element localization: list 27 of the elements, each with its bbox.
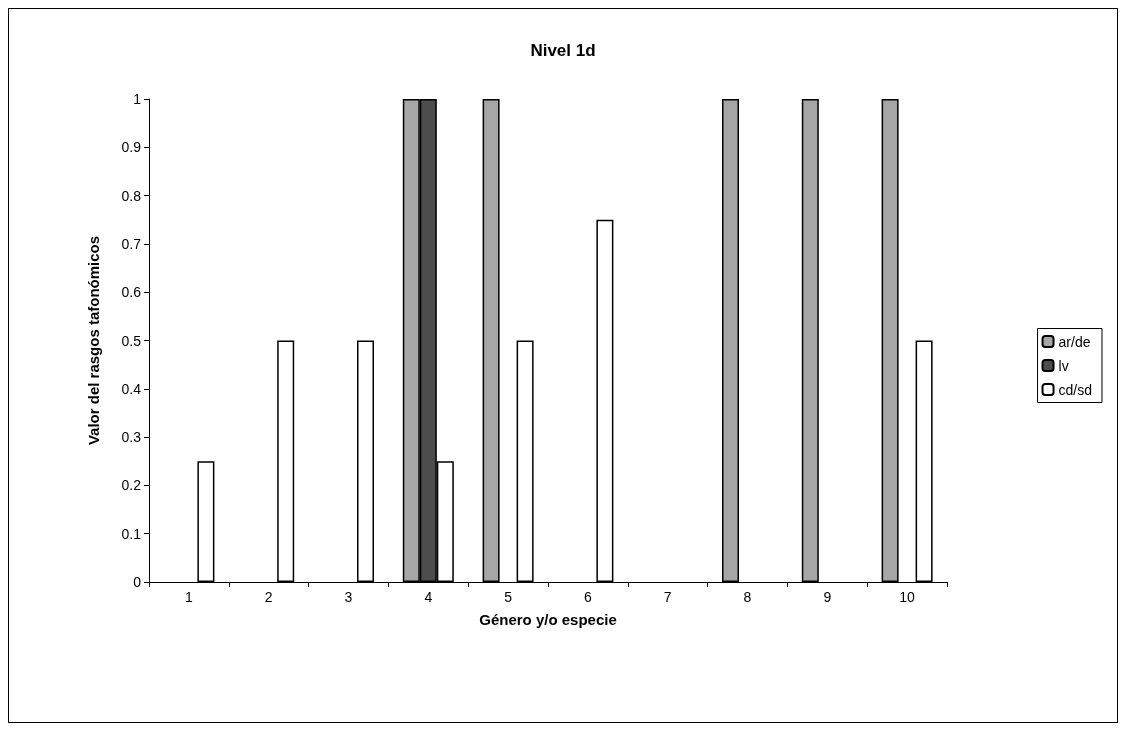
chart-title: Nivel 1d [530, 41, 596, 60]
y-axis-title: Valor del rasgos tafonómicos [85, 235, 102, 446]
y-tick-label: 0.8 [121, 187, 142, 204]
y-tick-label: 0.7 [121, 235, 142, 252]
y-tick-label: 1 [133, 91, 142, 107]
y-tick-label: 0 [133, 574, 142, 590]
x-tick-label: 9 [823, 589, 832, 605]
x-axis-title: Género y/o especie [479, 611, 617, 628]
x-tick-label: 7 [663, 589, 672, 605]
x-tick-label: 2 [264, 589, 273, 605]
legend-label: lv [1058, 357, 1069, 374]
legend-label: cd/sd [1058, 381, 1093, 398]
x-tick-label: 10 [899, 589, 916, 605]
x-tick-label: 8 [743, 589, 752, 605]
x-tick-label: 6 [584, 589, 592, 605]
y-tick-label: 0.4 [121, 380, 142, 397]
x-tick-label: 5 [504, 589, 513, 605]
y-tick-label: 0.5 [121, 332, 142, 349]
legend-label: ar/de [1058, 333, 1091, 350]
x-tick-label: 3 [344, 589, 353, 605]
x-tick-label: 4 [424, 589, 433, 605]
y-tick-label: 0.2 [121, 477, 142, 494]
y-tick-label: 0.9 [121, 139, 142, 156]
y-tick-label: 0.3 [121, 429, 142, 446]
y-tick-label: 0.1 [121, 525, 142, 542]
y-tick-label: 0.6 [121, 284, 142, 301]
x-tick-label: 1 [185, 589, 193, 605]
